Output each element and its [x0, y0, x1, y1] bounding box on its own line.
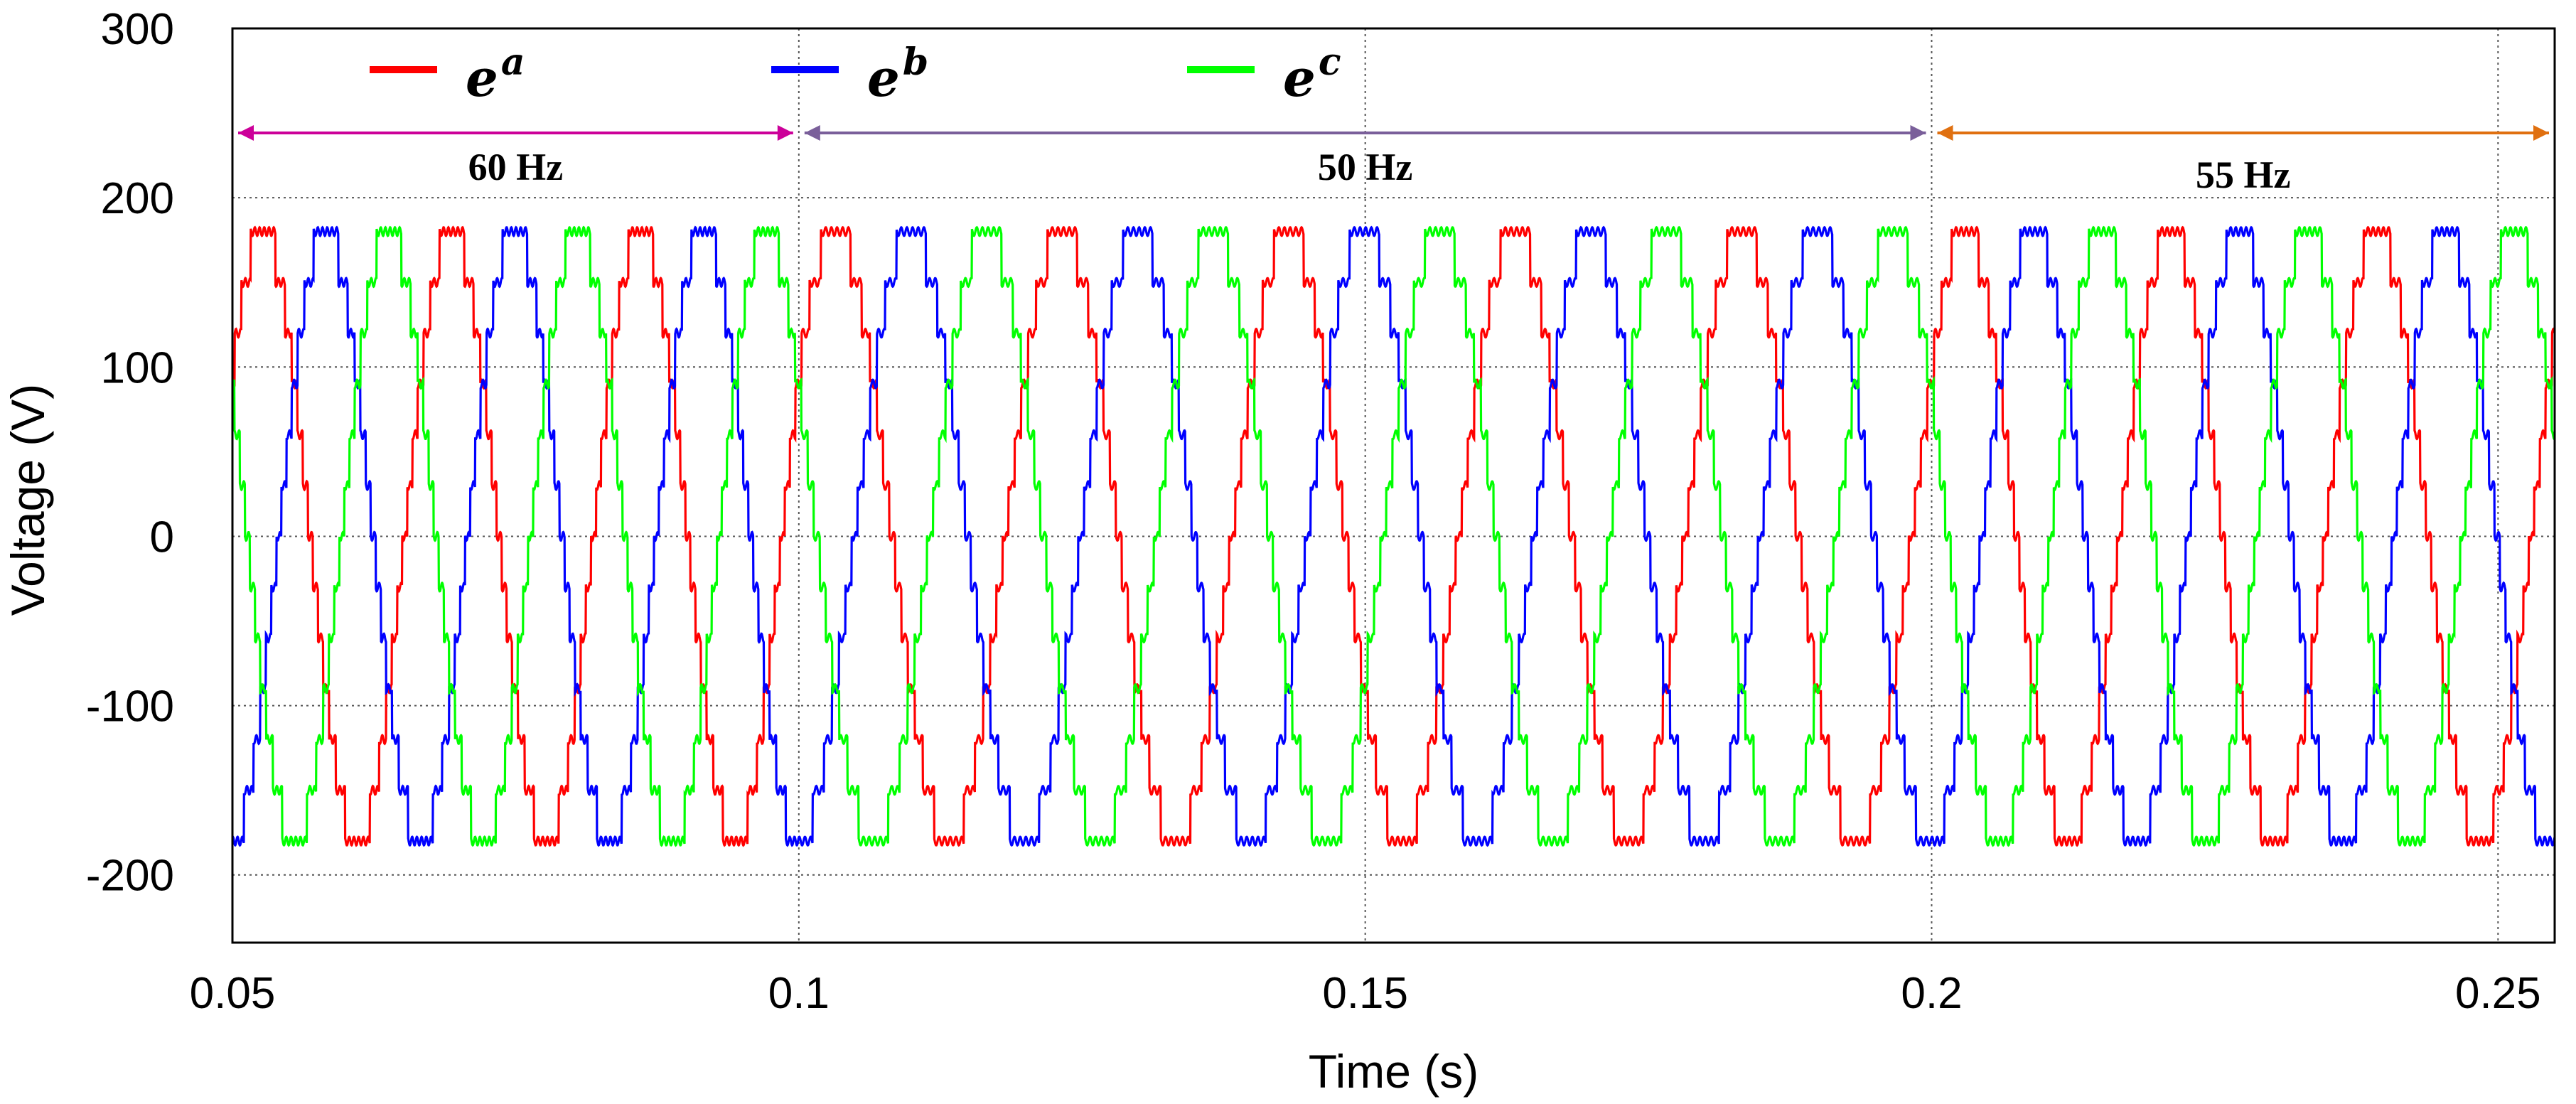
arrow-head-right: [2533, 125, 2549, 141]
arrow-head-left: [238, 125, 254, 141]
y-tick-label: -200: [86, 852, 174, 901]
arrow-head-left: [804, 125, 820, 141]
y-tick-label: 300: [101, 5, 174, 54]
x-tick-label: 0.25: [2455, 969, 2541, 1018]
series-line-ec: [231, 225, 2556, 847]
series-lines: [231, 225, 2556, 847]
grid: [232, 28, 2555, 943]
legend-label: eb: [867, 41, 928, 108]
x-tick-label: 0.15: [1322, 969, 1408, 1018]
y-tick-label: -100: [86, 682, 174, 731]
legend-label: ea: [466, 41, 525, 108]
y-axis-ticks: 300 200 100 0 -100 -200: [86, 5, 174, 901]
x-axis-label: Time (s): [1309, 1045, 1479, 1098]
frequency-label: 60 Hz: [468, 146, 563, 188]
legend: ea eb ec: [370, 41, 1341, 108]
y-axis-label: Voltage (V): [1, 384, 54, 616]
y-tick-label: 100: [101, 343, 174, 392]
frequency-arrow: 55 Hz: [1937, 125, 2549, 196]
frequency-label: 55 Hz: [2196, 154, 2290, 196]
legend-label: ec: [1283, 41, 1341, 108]
x-tick-label: 0.1: [768, 969, 830, 1018]
x-tick-label: 0.05: [190, 969, 276, 1018]
y-tick-label: 0: [150, 513, 174, 562]
frequency-arrow: 60 Hz: [238, 125, 793, 188]
frequency-label: 50 Hz: [1318, 146, 1412, 188]
arrow-head-left: [1937, 125, 1953, 141]
plot-frame: [231, 27, 2556, 944]
series-line-eb: [231, 225, 2556, 847]
legend-item-ec: ec: [1187, 41, 1341, 108]
x-tick-label: 0.2: [1901, 969, 1962, 1018]
frequency-arrow: 50 Hz: [804, 125, 1926, 188]
arrow-head-right: [777, 125, 793, 141]
y-tick-label: 200: [101, 174, 174, 223]
legend-item-ea: ea: [370, 41, 525, 108]
arrow-head-right: [1910, 125, 1926, 141]
x-axis-ticks: 0.05 0.1 0.15 0.2 0.25: [190, 969, 2541, 1018]
legend-item-eb: eb: [771, 41, 928, 108]
frequency-arrows: 60 Hz 50 Hz 55 Hz: [238, 125, 2549, 196]
series-line-ea: [231, 225, 2556, 847]
